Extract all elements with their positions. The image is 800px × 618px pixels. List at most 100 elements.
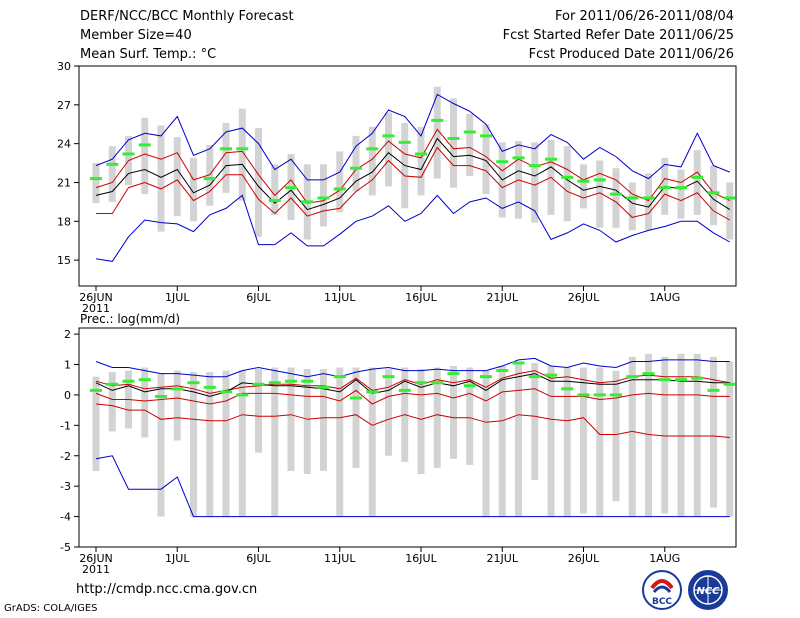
prec-ensemble-box — [693, 353, 701, 517]
prec-y-tick-label: -1 — [60, 419, 71, 432]
prec-ensemble-box — [368, 367, 376, 517]
prec-y-tick-label: 2 — [64, 328, 71, 341]
prec-ensemble-box — [515, 364, 522, 517]
temp-x-tick-label: 1JUL — [165, 291, 190, 304]
prec-ensemble-box — [238, 370, 246, 517]
temp-ensemble-box — [352, 135, 360, 192]
prec-ensemble-box — [677, 353, 685, 517]
prec-x-tick-label: 21JUL — [487, 552, 519, 565]
ncc-logo-text: NCC — [696, 586, 720, 597]
prec-ensemble-box — [320, 369, 327, 471]
temp-ensemble-box — [628, 182, 636, 231]
prec-min-line — [95, 455, 730, 518]
prec-x-tick-label: 1AUG — [649, 552, 680, 565]
temp-ensemble-box — [612, 168, 620, 228]
prec-ensemble-box — [206, 372, 214, 517]
prec-panel: -5 -4 -3 -2 -1 0 1 2 26JUN 1JUL 6JUL 11JUL 16JUL 21JU… — [60, 328, 736, 576]
prec-y-tick-label: -2 — [60, 450, 71, 463]
temp-mean-line — [95, 137, 731, 211]
temp-panel: 15 18 21 24 27 30 26JUN 1JUL 6JUL 11JUL 16JUL 21JUL… — [57, 60, 736, 315]
prec-ensemble-box — [531, 362, 539, 481]
prec-x-tick-label: 1JUL — [165, 552, 190, 565]
temp-ensemble-box — [222, 122, 230, 193]
temp-ensemble-box — [726, 182, 734, 240]
temp-x-tick-label: 26JUL — [568, 291, 600, 304]
prec-max-line — [95, 357, 730, 378]
bcc-logo-text: BCC — [652, 597, 672, 607]
prec-ensemble-box — [661, 356, 669, 514]
prec-y-tick-label: -3 — [60, 480, 71, 493]
temp-y-tick-label: 27 — [57, 99, 71, 112]
prec-ensemble-box — [726, 361, 734, 517]
temp-ensemble-box — [482, 124, 490, 195]
prec-ensemble-box — [580, 367, 587, 514]
temp-ensemble-box — [677, 169, 685, 219]
temp-x-tick-label: 21JUL — [487, 291, 519, 304]
forecast-period: For 2011/06/26-2011/08/04 — [555, 9, 734, 24]
prec-ensemble-box — [255, 369, 262, 453]
temp-ensemble-box — [141, 117, 149, 195]
temp-ensemble-box — [92, 163, 100, 204]
prec-ensemble-box — [385, 369, 392, 456]
produced-date: Fcst Produced Date 2011/06/26 — [528, 47, 734, 62]
temp-x-tick-label: 16JUL — [405, 291, 437, 304]
temp-x-tick-label: 26JUN — [79, 291, 113, 304]
temp-max-line — [95, 93, 730, 181]
temp-ensemble-box — [157, 125, 165, 232]
temp-p10-line — [96, 146, 731, 221]
temp-ensemble-box — [238, 108, 246, 201]
temp-ensemble-box — [206, 144, 214, 206]
prec-ensemble-box — [336, 367, 344, 517]
prec-ensemble-box — [190, 372, 197, 517]
prec-ensemble-box — [547, 366, 555, 517]
prec-plot-frame — [78, 327, 737, 548]
prec-ensemble-box — [303, 369, 311, 474]
prec-x-tick-label: 26JUN — [79, 552, 113, 565]
prec-ensemble-box — [287, 367, 295, 471]
temp-ensemble-box — [320, 164, 327, 227]
temp-ensemble-box — [710, 165, 717, 226]
prec-ensemble-box — [596, 367, 604, 517]
prec-ensemble-box — [482, 370, 490, 517]
temp-ensemble-box — [466, 113, 474, 176]
temp-ensemble-box — [385, 112, 392, 187]
temp-p90-line — [95, 128, 731, 204]
prec-ensemble-box — [271, 367, 279, 517]
temp-ensemble-box — [580, 164, 587, 209]
prec-x-year-label: 2011 — [82, 563, 110, 576]
prec-y-tick-label: -4 — [60, 511, 71, 524]
temp-ensemble-box — [563, 146, 571, 222]
prec-title: Prec.: log(mm/d) — [80, 312, 180, 326]
refer-date: Fcst Started Refer Date 2011/06/25 — [502, 28, 734, 43]
prec-ensemble-box — [710, 356, 717, 508]
prec-p10-line — [95, 388, 730, 405]
prec-ensemble-box — [645, 353, 652, 517]
temp-ensemble-box — [417, 126, 425, 196]
temp-y-tick-label: 30 — [57, 60, 71, 73]
temp-x-tick-label: 1AUG — [649, 291, 680, 304]
prec-ensemble-box — [352, 367, 360, 468]
temp-y-tick-label: 18 — [57, 215, 71, 228]
ncc-logo: NCC — [688, 570, 728, 610]
temp-plot-frame — [78, 65, 737, 287]
member-size: Member Size=40 — [80, 28, 192, 43]
bcc-logo: BCC — [642, 570, 682, 610]
temp-ensemble-box — [531, 142, 539, 223]
temp-ensemble-box — [433, 86, 441, 179]
temp-ensemble-box — [271, 164, 279, 215]
prec-ensemble-box — [498, 366, 506, 517]
prec-p_low-line — [95, 403, 730, 438]
prec-y-tick-label: 1 — [64, 359, 71, 372]
prec-ensemble-box — [563, 367, 571, 517]
temp-ensemble-box — [693, 150, 701, 215]
prec-x-tick-label: 6JUL — [246, 552, 271, 565]
temp-ensemble-box — [596, 160, 604, 228]
temp-x-tick-label: 6JUL — [246, 291, 271, 304]
footer-url[interactable]: http://cmdp.ncc.cma.gov.cn — [76, 582, 258, 597]
prec-ensemble-box — [108, 372, 116, 432]
temp-y-tick-label: 21 — [57, 176, 71, 189]
prec-mean-line — [95, 373, 730, 397]
temp-ensemble-box — [255, 128, 262, 237]
temp-y-tick-label: 15 — [57, 254, 71, 267]
